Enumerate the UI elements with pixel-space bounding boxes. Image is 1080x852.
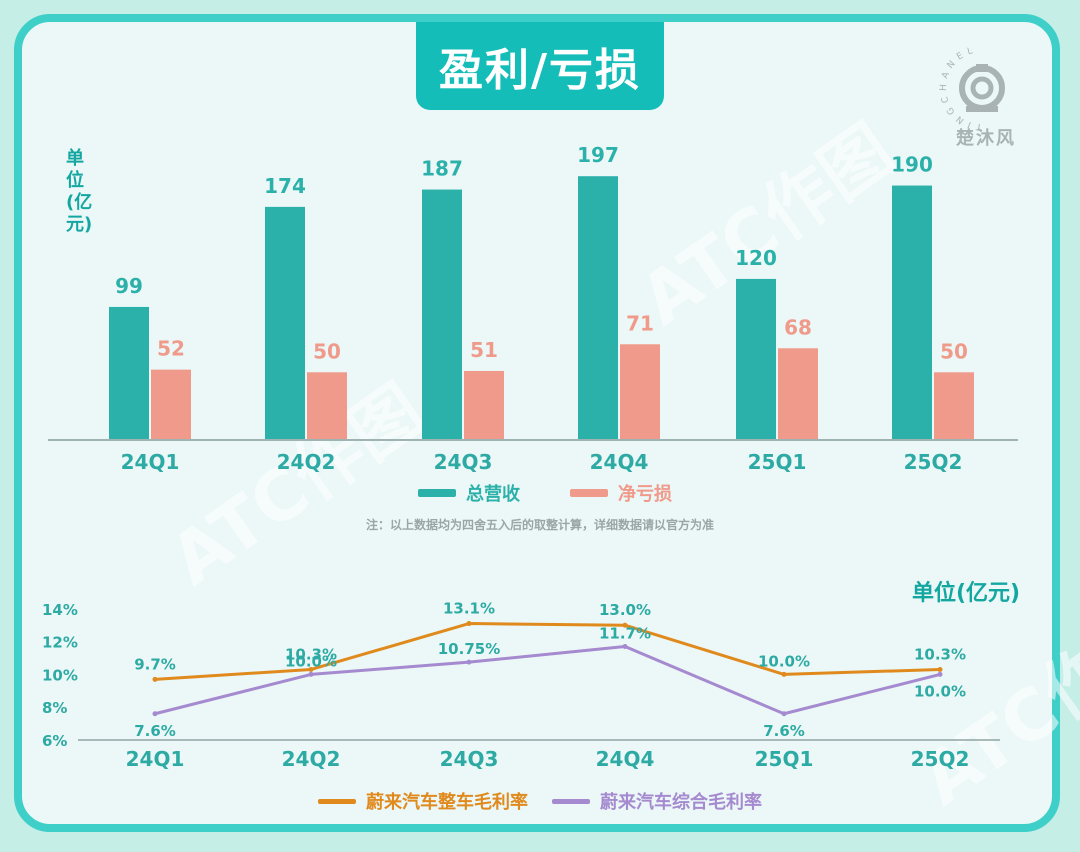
overall-margin-point <box>781 711 787 717</box>
overall-margin-point <box>152 711 158 717</box>
net-loss-data-label: 51 <box>470 338 498 362</box>
line-y-tick-label: 10% <box>42 666 78 684</box>
revenue-data-label: 197 <box>577 143 619 167</box>
vehicle-margin-point <box>622 622 628 628</box>
revenue-bar <box>578 176 618 439</box>
legend-swatch-loss <box>570 489 608 497</box>
line-y-tick-label: 8% <box>42 699 67 717</box>
vehicle-margin-data-label: 13.0% <box>599 601 651 619</box>
net-loss-data-label: 50 <box>940 339 968 363</box>
vehicle-margin-point <box>152 676 158 682</box>
net-loss-data-label: 68 <box>784 315 812 339</box>
vehicle-margin-line <box>154 622 941 681</box>
net-loss-data-label: 50 <box>313 339 341 363</box>
revenue-data-label: 187 <box>421 157 463 181</box>
net-loss-bar <box>620 344 660 439</box>
line-legend: 蔚来汽车整车毛利率 蔚来汽车综合毛利率 <box>318 788 762 814</box>
footnote: 注：以上数据均为四舍五入后的取整计算，详细数据请以官方为准 <box>365 518 714 532</box>
bar-x-tick-label: 24Q3 <box>434 450 493 474</box>
revenue-bar <box>109 306 149 439</box>
line-y-tick-label: 14% <box>42 601 78 619</box>
vehicle-margin-data-label: 10.3% <box>285 645 337 663</box>
legend-swatch-revenue <box>418 489 456 497</box>
line-x-tick-label: 24Q1 <box>126 747 185 771</box>
overall-margin-data-label: 10.0% <box>285 652 337 670</box>
overall-margin-data-label: 11.7% <box>599 625 651 643</box>
line-x-tick-label: 25Q1 <box>755 747 814 771</box>
legend-swatch-overall-margin <box>552 798 590 804</box>
revenue-data-label: 120 <box>735 246 777 270</box>
line-x-tick-label: 24Q4 <box>596 747 655 771</box>
revenue-data-label: 190 <box>891 153 933 177</box>
legend-swatch-vehicle-margin <box>318 798 356 804</box>
bar-x-tick-label: 24Q1 <box>121 450 180 474</box>
net-loss-bar <box>307 372 347 439</box>
net-loss-bar <box>934 372 974 439</box>
page-title: 盈利/亏损 <box>416 22 664 110</box>
overall-margin-point <box>622 644 628 650</box>
line-x-tick-label: 24Q2 <box>282 747 341 771</box>
bar-legend: 总营收 净亏损 <box>418 480 672 506</box>
revenue-data-label: 174 <box>264 174 306 198</box>
revenue-data-label: 99 <box>115 274 143 298</box>
overall-margin-line <box>154 645 941 716</box>
net-loss-bar <box>464 370 504 439</box>
line-x-tick-label: 24Q3 <box>440 747 499 771</box>
line-y-tick-label: 12% <box>42 634 78 652</box>
vehicle-margin-data-label: 10.0% <box>758 652 810 670</box>
revenue-bar <box>265 206 305 439</box>
revenue-bar <box>892 185 932 439</box>
overall-margin-data-label: 10.75% <box>438 640 500 658</box>
overall-margin-point <box>308 671 314 677</box>
logo-name: 楚沐风 <box>956 128 1016 149</box>
vehicle-margin-point <box>308 666 314 672</box>
revenue-bar <box>736 278 776 439</box>
net-loss-bar <box>778 348 818 439</box>
legend-label-loss: 净亏损 <box>618 484 672 505</box>
line-y-tick-label: 6% <box>42 732 67 750</box>
line-y-axis-unit: 单位(亿元) <box>912 581 1021 606</box>
net-loss-data-label: 71 <box>626 311 654 335</box>
legend-label-revenue: 总营收 <box>466 484 520 505</box>
overall-margin-data-label: 7.6% <box>763 722 805 740</box>
overall-margin-point <box>466 659 472 665</box>
legend-label-overall-margin: 蔚来汽车综合毛利率 <box>600 792 762 813</box>
overall-margin-data-label: 7.6% <box>134 722 176 740</box>
vehicle-margin-data-label: 13.1% <box>443 600 495 618</box>
bar-y-axis-unit: 单位(亿元) <box>66 148 93 235</box>
vehicle-margin-point <box>466 621 472 627</box>
bar-x-tick-label: 25Q2 <box>904 450 963 474</box>
vehicle-margin-data-label: 9.7% <box>134 655 176 673</box>
bar-x-tick-label: 25Q1 <box>748 450 807 474</box>
overall-margin-data-label: 10.0% <box>914 682 966 700</box>
vehicle-margin-data-label: 10.3% <box>914 645 966 663</box>
logo-icon: TINGCHANEL <box>939 45 1005 131</box>
overall-margin-point <box>937 671 943 677</box>
net-loss-bar <box>151 369 191 439</box>
net-loss-data-label: 52 <box>157 337 185 361</box>
bar-x-tick-label: 24Q2 <box>277 450 336 474</box>
legend-label-vehicle-margin: 蔚来汽车整车毛利率 <box>366 792 528 813</box>
revenue-bar <box>422 189 462 439</box>
vehicle-margin-point <box>937 666 943 672</box>
line-x-tick-label: 25Q2 <box>911 747 970 771</box>
vehicle-margin-point <box>781 671 787 677</box>
bar-x-tick-label: 24Q4 <box>590 450 649 474</box>
